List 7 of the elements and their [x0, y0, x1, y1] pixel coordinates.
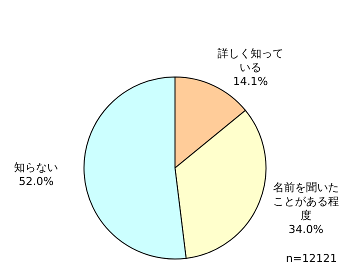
- data-label: 52.0%: [18, 174, 55, 189]
- slice-label: 名前を聞いたことがある程度: [273, 181, 340, 222]
- slice-label: 知らない: [14, 160, 58, 174]
- slice-label: 詳しく知っている: [218, 46, 284, 74]
- data-label: 14.1%: [232, 74, 269, 89]
- data-label: 34.0%: [288, 223, 324, 238]
- text: n=12121: [286, 252, 337, 265]
